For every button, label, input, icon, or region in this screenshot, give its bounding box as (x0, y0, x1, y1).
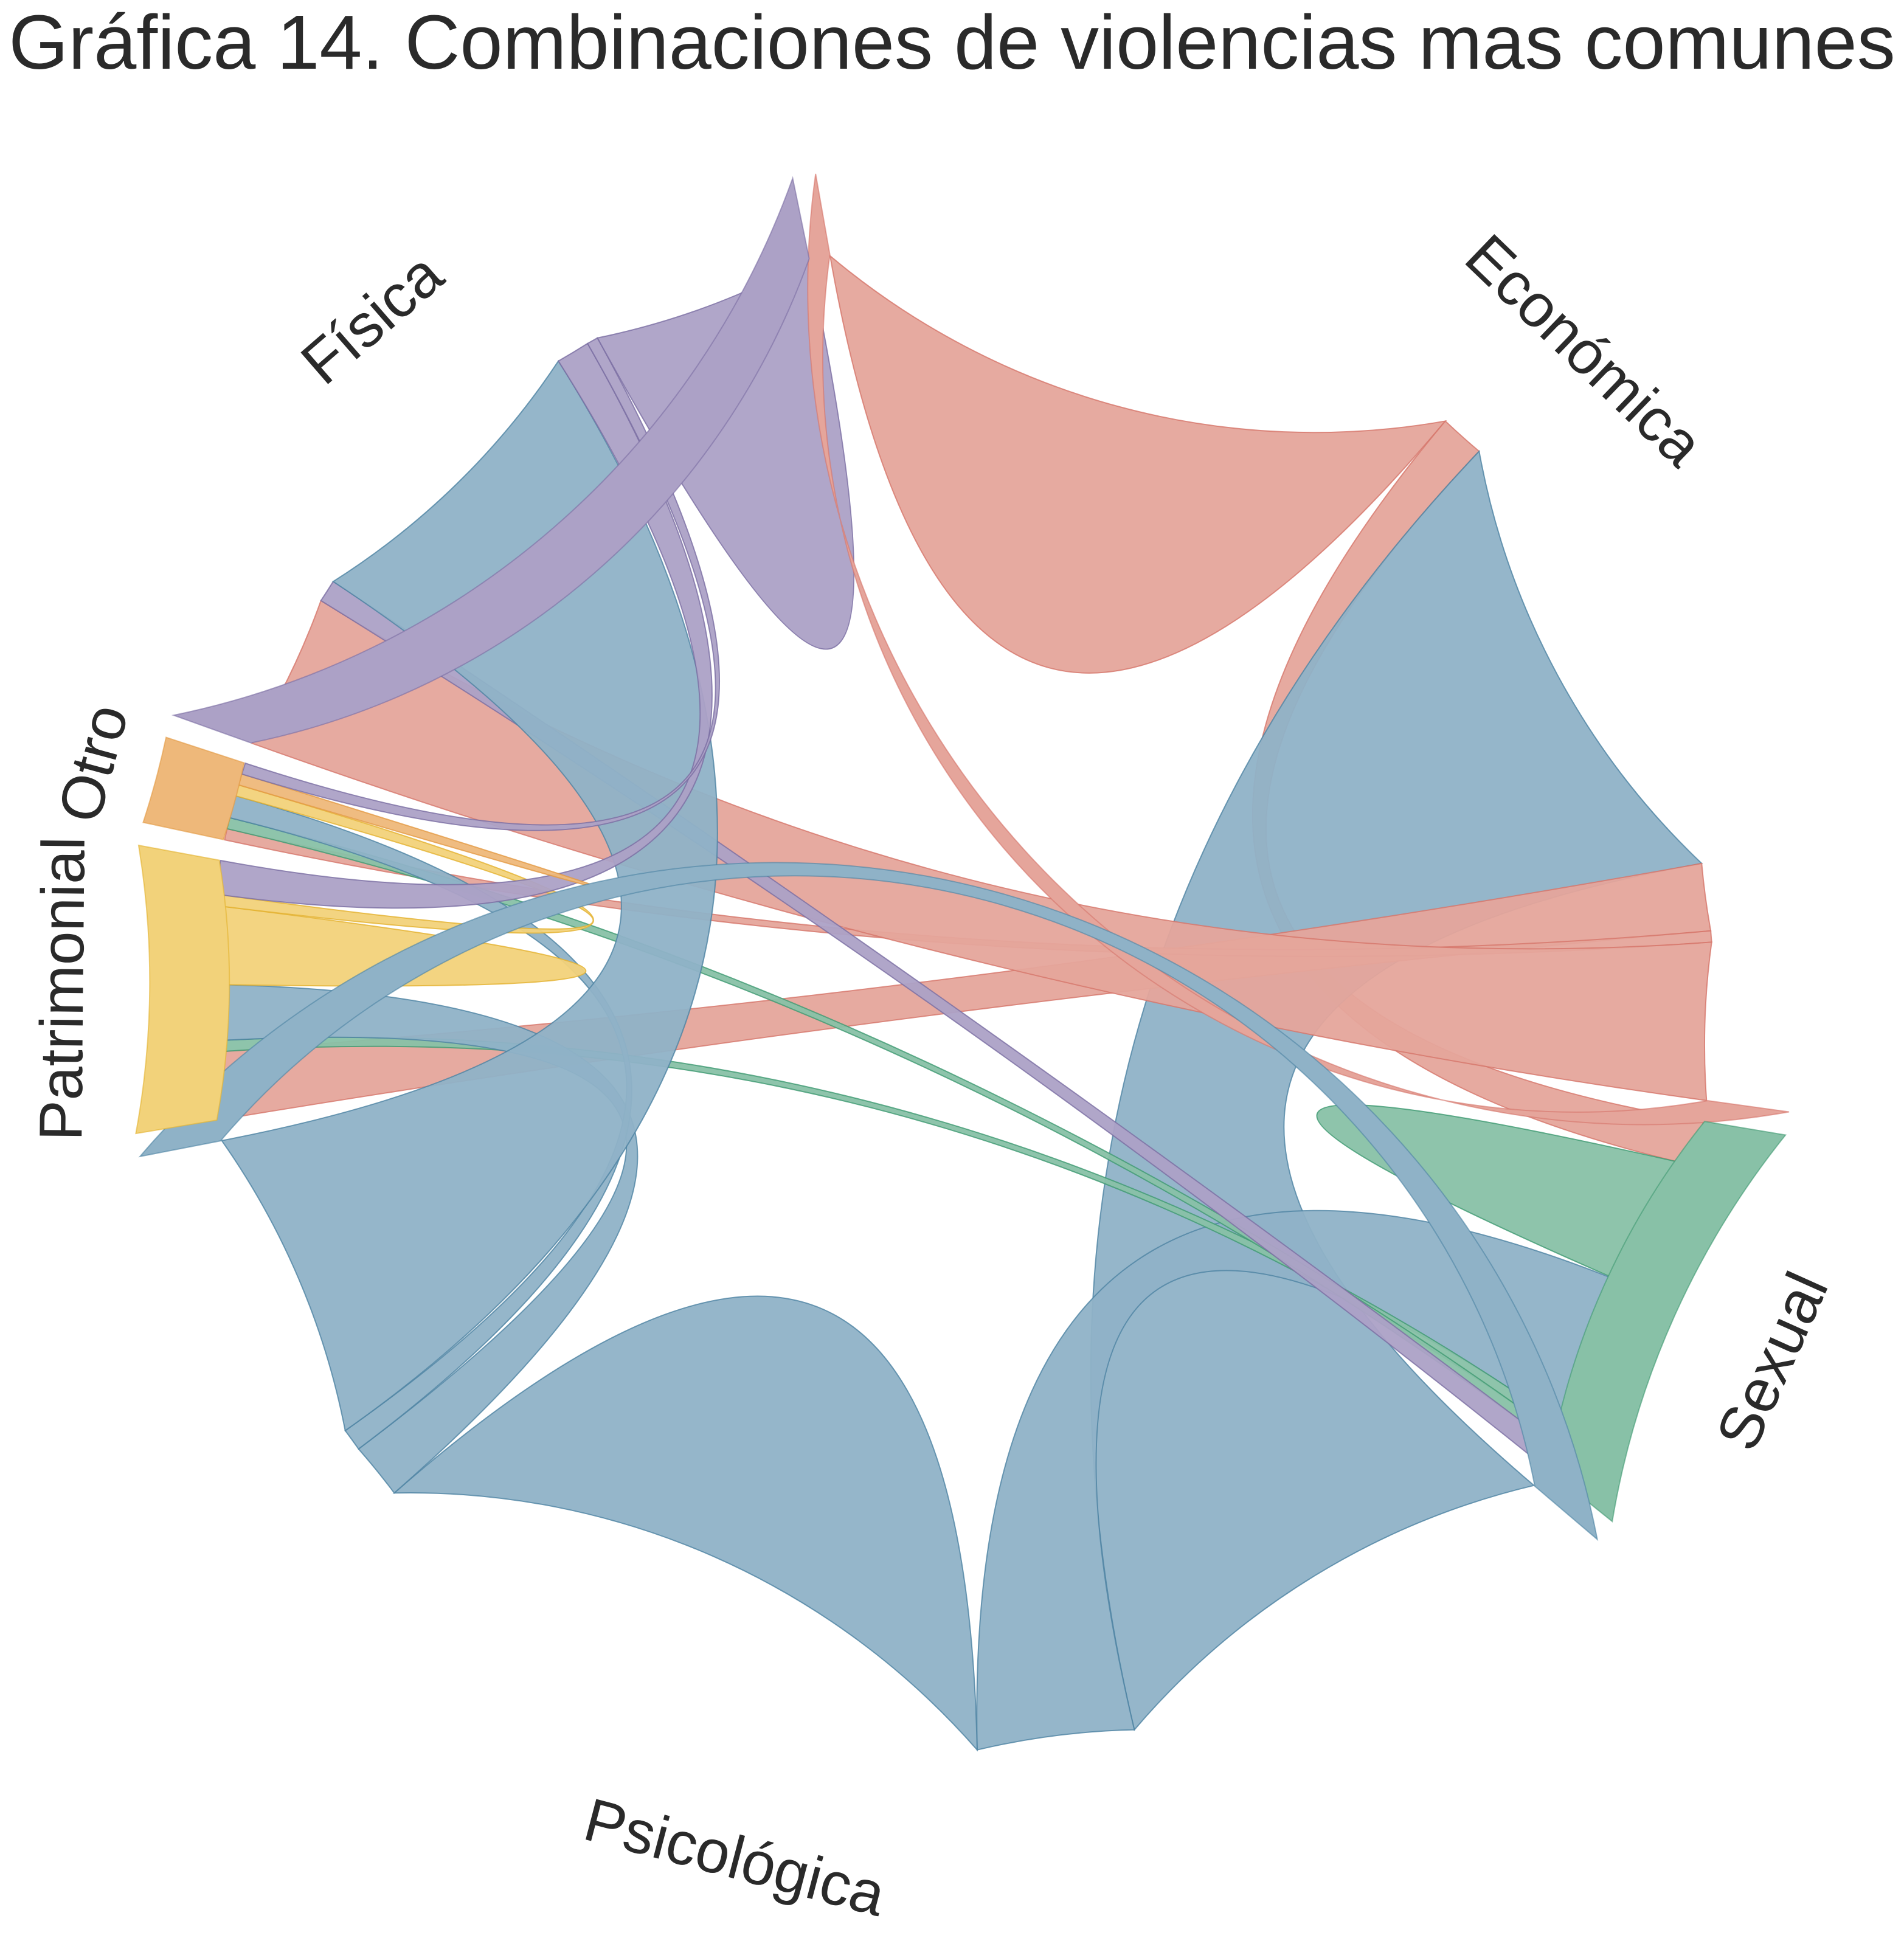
chord-otro-física (241, 337, 721, 831)
arc-otro (142, 736, 245, 840)
arc-psicológica (138, 862, 1599, 1542)
arc-patrimonial (135, 844, 230, 1135)
chord-patrimonial-física (214, 342, 713, 909)
chords (207, 254, 1712, 1752)
arc-económica (807, 173, 1790, 1126)
label-sexual: Sexual (1703, 1262, 1841, 1460)
chord-económica-económica (829, 254, 1447, 674)
chord-psicológica-física (220, 359, 718, 1432)
arc-física (171, 176, 810, 744)
label-otro: Otro (45, 697, 142, 829)
label-psicológica: Psicológica (577, 1785, 892, 1929)
chord-económica-psicológica (1090, 450, 1703, 1731)
chord-económica-física (251, 600, 1712, 1101)
label-económica: Económica (1452, 221, 1716, 479)
label-patrimonial: Patrimonial (27, 836, 98, 1141)
chart-title: Gráfica 14. Combinaciones de violencias … (9, 0, 1895, 85)
chord-psicológica-psicológica (392, 1295, 978, 1752)
label-física: Física (288, 240, 455, 398)
